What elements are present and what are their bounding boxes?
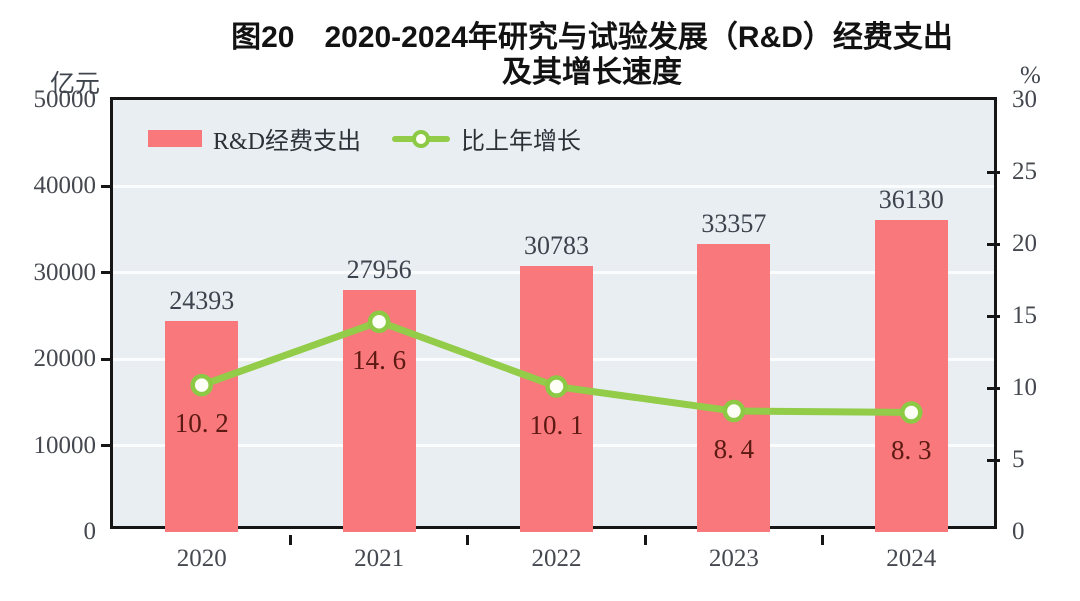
bar-value-label: 30783: [524, 231, 589, 261]
tick-mark-left: [101, 357, 113, 361]
data-point-marker: [545, 375, 568, 398]
bar-value-label: 27956: [346, 255, 412, 285]
trend-line: [190, 310, 923, 424]
left-axis-unit: 亿元: [50, 70, 101, 98]
bar: [165, 321, 239, 532]
x-axis-label: 2022: [531, 545, 582, 572]
y-axis-label-right: 15: [1012, 302, 1037, 329]
y-axis-label-left: 0: [83, 518, 97, 545]
chart-title-line1: 图20 2020-2024年研究与试验发展（R&D）经费支出: [231, 21, 953, 54]
y-axis-label-left: 30000: [33, 258, 97, 286]
tick-mark-right: [987, 242, 1000, 246]
data-point-marker: [367, 310, 391, 334]
data-point-marker: [900, 401, 923, 424]
legend-bar-swatch-icon: [148, 130, 202, 147]
data-point-marker: [722, 399, 746, 423]
bar: [697, 243, 771, 532]
x-axis-label: 2021: [354, 545, 405, 572]
y-axis-label-left: 10000: [33, 431, 97, 459]
tick-mark-right: [987, 386, 1000, 390]
growth-rate-label: 10. 2: [174, 408, 229, 439]
chart-title-line2: 及其增长速度: [502, 56, 682, 89]
tick-mark-bottom: [466, 535, 470, 545]
legend-line-swatch-icon: [392, 129, 451, 149]
tick-mark-left: [101, 184, 113, 188]
growth-rate-label: 8. 3: [891, 435, 932, 466]
legend-line-label: 比上年增长: [461, 129, 582, 155]
bar-value-label: 33357: [701, 208, 767, 238]
tick-mark-right: [987, 314, 1000, 318]
y-axis-label-right: 10: [1012, 374, 1037, 401]
y-axis-label-right: 30: [1012, 86, 1037, 113]
tick-mark-right: [987, 458, 1000, 462]
growth-rate-label: 14. 6: [352, 344, 407, 375]
y-axis-label-right: 0: [1012, 518, 1025, 545]
tick-mark-right: [987, 170, 1000, 174]
x-axis-label: 2020: [176, 545, 227, 572]
tick-mark-bottom: [643, 535, 647, 545]
data-point-marker: [190, 373, 213, 397]
y-axis-label-right: 20: [1012, 230, 1037, 257]
bar: [520, 266, 593, 532]
legend-bar-label: R&D经费支出: [213, 129, 362, 155]
legend-item-bar: R&D经费支出: [148, 121, 361, 156]
y-axis-label-left: 40000: [33, 172, 97, 200]
bar: [874, 219, 948, 532]
grid-line: [113, 184, 994, 188]
growth-rate-label: 8. 4: [713, 434, 755, 465]
plot-area: R&D经费支出 比上年增长 24393 27956 30783 33357 36130 1…: [110, 97, 997, 532]
bar-value-label: 24393: [169, 286, 235, 316]
legend-item-line: 比上年增长: [392, 121, 581, 156]
trend-line-path: [200, 318, 912, 416]
tick-mark-left: [101, 444, 113, 448]
legend: R&D经费支出 比上年增长: [148, 121, 581, 156]
y-axis-label-right: 25: [1012, 158, 1037, 185]
y-axis-label-left: 20000: [33, 345, 97, 373]
x-axis-label: 2024: [886, 545, 937, 572]
x-axis-label: 2023: [708, 545, 759, 572]
bar-value-label: 36130: [878, 184, 944, 214]
tick-mark-bottom: [821, 535, 825, 545]
y-axis-label-left: 50000: [33, 86, 97, 113]
tick-mark-left: [101, 271, 113, 275]
growth-rate-label: 10. 1: [529, 409, 584, 440]
y-axis-label-right: 5: [1012, 446, 1025, 473]
right-axis-unit: %: [1020, 62, 1041, 89]
tick-mark-bottom: [288, 535, 292, 545]
